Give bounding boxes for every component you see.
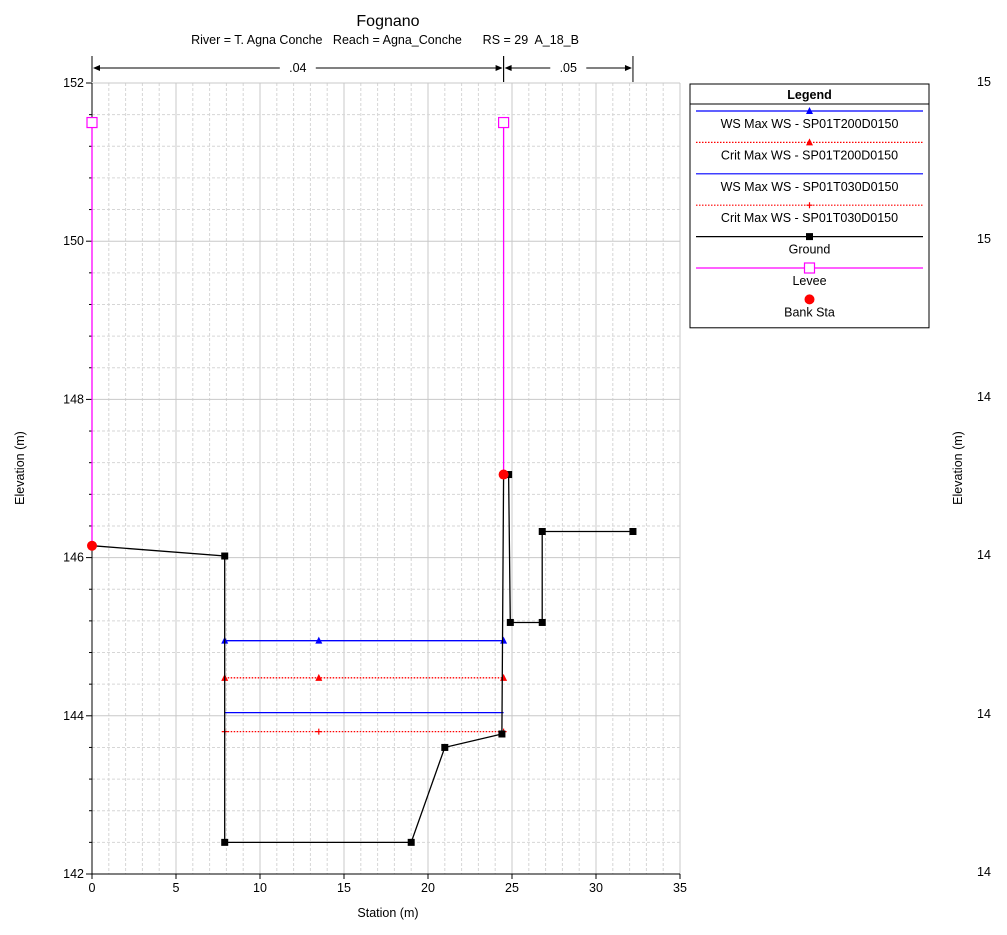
manning-n-bar: .04 .05 [91,56,634,82]
chart-titles: Fognano River = T. Agna Conche Reach = A… [191,13,579,47]
data-point-square [506,618,514,626]
data-point-square [629,527,637,535]
series-bank-sta [87,469,509,551]
x-tick-label: 25 [505,881,519,895]
legend-entry: Crit Max WS - SP01T030D0150 [696,202,923,225]
data-point-square [221,838,229,846]
x-tick-label: 10 [253,881,267,895]
data-point-square [505,471,513,479]
data-point-triangle [315,673,323,681]
series-line-ground [91,473,633,844]
manning-n-label: .05 [560,61,577,75]
legend-label: Crit Max WS - SP01T200D0150 [721,148,898,162]
data-point-plus [806,202,813,209]
x-tick-label: 0 [89,881,96,895]
manning-n-label: .04 [289,61,306,75]
second-chart-y-tick-label: 14 [977,548,991,562]
second-chart-fragment: Elevation (m) 15 15 14 14 14 14 [951,75,991,879]
x-tick-label: 20 [421,881,435,895]
legend: Legend WS Max WS - SP01T200D0150 Crit Max … [689,83,930,329]
y-tick-label: 150 [63,234,84,248]
second-chart-y-tick-label: 14 [977,707,991,721]
data-point-square [538,527,546,535]
chart-title: Fognano [356,13,419,30]
legend-entry: WS Max WS - SP01T200D0150 [696,107,923,131]
second-chart-y-tick-label: 15 [977,232,991,246]
manning-n-arrow [504,65,512,71]
manning-n-arrow [495,65,503,71]
legend-entry: Ground [696,233,923,257]
legend-label: WS Max WS - SP01T200D0150 [721,117,899,131]
data-point-circle [87,540,97,551]
y-axis-label: Elevation (m) [13,431,27,505]
legend-label: Crit Max WS - SP01T030D0150 [721,211,898,225]
legend-title: Legend [787,88,831,102]
data-point-triangle [806,107,813,114]
y-tick-label: 148 [63,392,84,406]
second-chart-y-axis-label: Elevation (m) [951,431,965,505]
legend-label: Ground [789,243,831,257]
data-point-square [538,618,546,626]
y-tick-label: 152 [63,76,84,90]
data-point-square [806,233,813,241]
data-point-open-square [498,116,510,129]
legend-entry: WS Max WS - SP01T030D0150 [696,173,923,194]
x-tick-label: 15 [337,881,351,895]
second-chart-y-tick-label: 15 [977,75,991,89]
data-point-open-square [803,262,816,274]
legend-label: Levee [792,274,826,288]
series-levee [86,116,510,546]
x-tick-label: 35 [673,881,687,895]
legend-label: WS Max WS - SP01T030D0150 [721,180,899,194]
data-point-circle [498,469,509,480]
manning-n-arrow [93,65,100,71]
legend-entry: Bank Sta [784,294,835,319]
data-point-square [221,552,229,560]
x-tick-label: 5 [173,881,180,895]
x-axis-label: Station (m) [357,906,418,920]
y-tick-label: 144 [63,709,84,723]
grid [91,82,681,875]
y-tick-label: 146 [63,551,84,565]
legend-entry: Levee [696,262,923,288]
second-chart-y-tick-label: 14 [977,390,991,404]
plot-background [92,83,680,874]
data-point-square [498,730,506,738]
manning-n-arrow [624,65,632,71]
data-point-open-square [86,116,98,129]
plot-area: 0 5 10 15 20 25 30 35 142 144 146 148 150 152 .04 .05 [63,56,687,895]
data-point-triangle [315,636,323,644]
data-point-circle [804,294,815,305]
data-point-square [407,838,415,846]
data-point-triangle [500,636,508,644]
legend-entry: Crit Max WS - SP01T200D0150 [696,138,923,162]
legend-label: Bank Sta [784,305,835,319]
y-tick-label: 142 [63,867,84,881]
data-point-square [441,743,449,751]
second-chart-y-tick-label: 14 [977,865,991,879]
data-point-plus [315,728,322,735]
data-point-triangle [806,138,813,146]
chart-subtitle: River = T. Agna Conche Reach = Agna_Conc… [191,33,579,47]
x-tick-label: 30 [589,881,603,895]
